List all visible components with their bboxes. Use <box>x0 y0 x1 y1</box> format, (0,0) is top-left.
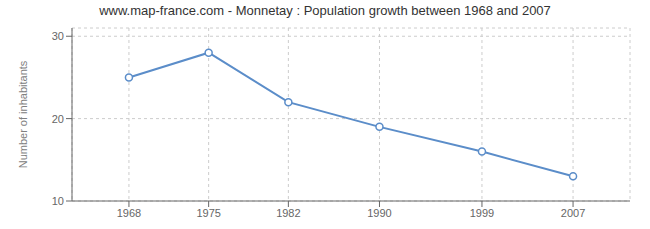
svg-text:30: 30 <box>52 30 64 42</box>
svg-text:20: 20 <box>52 113 64 125</box>
svg-text:1982: 1982 <box>276 207 300 219</box>
svg-text:1999: 1999 <box>470 207 494 219</box>
svg-text:2007: 2007 <box>561 207 585 219</box>
svg-text:1975: 1975 <box>196 207 220 219</box>
svg-text:1968: 1968 <box>117 207 141 219</box>
svg-text:1990: 1990 <box>367 207 391 219</box>
html-text:www.map-france.com - Monnetay: www.map-france.com - Monnetay : Populati… <box>99 3 551 18</box>
svg-text:Number of inhabitants: Number of inhabitants <box>17 60 29 168</box>
svg-text:10: 10 <box>52 195 64 207</box>
